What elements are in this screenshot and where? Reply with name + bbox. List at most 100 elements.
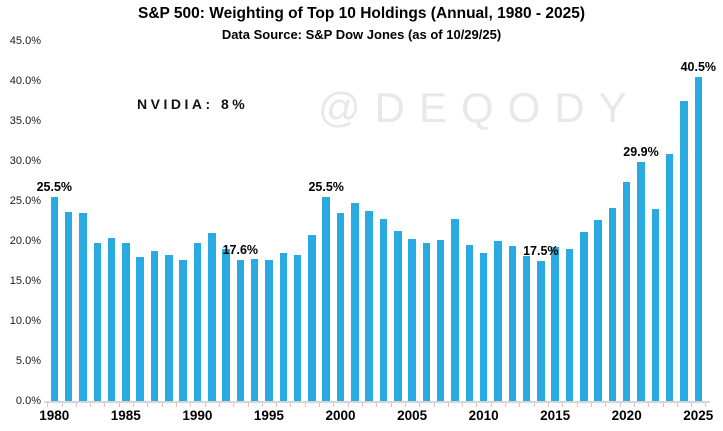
bar-1991 — [208, 233, 216, 401]
x-axis-tick — [648, 402, 650, 407]
bar-2019 — [608, 208, 617, 401]
watermark: @DEQODY — [318, 84, 641, 131]
bar-1994 — [250, 258, 259, 401]
x-axis-label: 1995 — [253, 408, 284, 423]
chart-title: S&P 500: Weighting of Top 10 Holdings (A… — [138, 5, 585, 22]
bar-1985 — [122, 243, 130, 401]
bar-2014 — [537, 261, 545, 401]
x-axis-label: 2010 — [468, 408, 499, 423]
bar-2016 — [565, 249, 574, 401]
bar-value-label: 25.5% — [36, 180, 73, 194]
x-axis-tick — [233, 402, 235, 407]
bar-1992 — [222, 249, 230, 401]
y-axis-label: 15.0% — [9, 274, 41, 287]
bar-1998 — [308, 235, 316, 401]
bar-2024 — [680, 101, 688, 401]
x-axis-tick — [433, 402, 435, 407]
x-axis-tick — [390, 402, 392, 407]
x-axis-tick — [633, 402, 635, 407]
bar-1981 — [64, 212, 73, 401]
y-axis-label: 0.0% — [15, 394, 41, 407]
chart-subtitle: Data Source: S&P Dow Jones (as of 10/29/… — [221, 27, 502, 42]
bar-2000 — [336, 213, 345, 401]
x-axis-tick — [319, 402, 320, 407]
x-axis-tick — [147, 402, 149, 407]
x-axis-tick — [133, 402, 134, 407]
bar-2003 — [379, 219, 388, 401]
x-axis-tick — [261, 402, 263, 407]
y-axis-label: 25.0% — [9, 194, 41, 207]
bar-2001 — [351, 202, 359, 401]
bar-1990 — [193, 242, 202, 401]
x-axis-tick — [562, 402, 564, 407]
bar-2004 — [394, 230, 402, 401]
x-axis-tick — [104, 402, 106, 407]
bar-1983 — [93, 243, 101, 401]
x-axis-tick — [490, 402, 492, 407]
bar-1987 — [150, 250, 159, 401]
bar-2023 — [665, 153, 674, 401]
x-axis-tick — [519, 402, 521, 407]
bar-value-label: 17.6% — [222, 243, 259, 258]
x-axis-tick — [676, 402, 678, 407]
x-axis-tick — [204, 402, 206, 407]
bar-1980 — [50, 197, 58, 401]
x-axis-label: 1990 — [182, 408, 213, 423]
x-axis-tick — [533, 402, 535, 407]
x-axis-tick — [247, 402, 249, 407]
bar-1988 — [165, 254, 173, 401]
x-axis-tick — [290, 402, 292, 407]
bar-2010 — [479, 253, 488, 401]
bar-2013 — [522, 256, 531, 401]
bar-1986 — [136, 257, 144, 401]
x-axis-label: 2015 — [540, 408, 571, 423]
x-axis-tick — [175, 402, 177, 407]
bar-2011 — [494, 241, 502, 401]
x-axis-tick — [590, 402, 592, 407]
x-axis-tick — [61, 402, 63, 407]
bar-2018 — [594, 220, 602, 401]
x-axis-tick — [705, 402, 707, 407]
x-axis-tick — [462, 402, 464, 407]
bar-2017 — [580, 232, 588, 401]
bar-value-label: 25.5% — [308, 180, 344, 194]
y-axis-label: 5.0% — [15, 354, 41, 367]
x-axis-tick — [362, 402, 363, 407]
bar-2002 — [365, 210, 373, 401]
x-axis-tick — [218, 402, 220, 407]
bar-1995 — [265, 260, 273, 401]
bar-value-label: 40.5% — [680, 60, 717, 74]
bar-1982 — [79, 213, 87, 401]
x-axis-tick — [304, 402, 306, 407]
bar-2008 — [451, 218, 459, 401]
bar-2021 — [637, 161, 645, 401]
bar-1999 — [322, 197, 330, 401]
x-axis-tick — [505, 402, 507, 407]
x-axis-label: 2025 — [683, 408, 714, 423]
y-axis-label: 35.0% — [9, 114, 41, 127]
x-axis-label: 2000 — [325, 408, 356, 423]
x-axis-tick — [118, 402, 120, 407]
bar-2005 — [408, 239, 416, 401]
y-axis-label: 30.0% — [9, 154, 41, 167]
x-axis-tick — [419, 402, 421, 407]
x-axis-tick — [161, 402, 163, 407]
x-axis-tick — [276, 402, 278, 407]
x-axis-tick — [47, 402, 49, 407]
x-axis-tick — [691, 402, 693, 407]
x-axis-tick — [476, 402, 478, 407]
y-axis-label: 20.0% — [9, 234, 41, 247]
bar-2009 — [465, 245, 473, 401]
bar-1997 — [293, 254, 302, 401]
x-axis-tick — [447, 402, 449, 407]
bar-2020 — [622, 181, 631, 401]
x-axis-label: 1980 — [39, 408, 70, 423]
x-axis-tick — [376, 402, 378, 407]
bar-2015 — [551, 247, 559, 401]
y-axis-label: 45.0% — [9, 34, 41, 47]
bar-value-label: 29.9% — [623, 144, 659, 159]
x-axis-label: 1985 — [110, 408, 141, 423]
bar-2025 — [694, 77, 702, 401]
x-axis-tick — [75, 402, 77, 407]
